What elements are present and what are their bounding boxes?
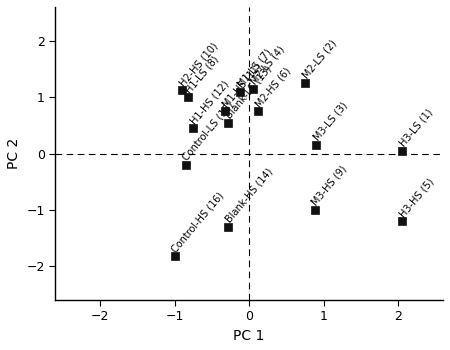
Text: M2-HS (6): M2-HS (6): [253, 65, 292, 109]
Text: M3-LS (3): M3-LS (3): [311, 101, 349, 143]
Text: H1-HS (12): H1-HS (12): [189, 78, 231, 126]
Y-axis label: PC 2: PC 2: [7, 138, 21, 169]
Text: M1-LS (7): M1-LS (7): [235, 47, 273, 89]
Text: H3-HS (5): H3-HS (5): [397, 176, 436, 219]
Text: M2-LS (2): M2-LS (2): [301, 38, 338, 81]
Text: M1-HS (11): M1-HS (11): [220, 61, 263, 109]
Text: H3-LS (1): H3-LS (1): [397, 107, 434, 148]
Text: Control-LS (15): Control-LS (15): [181, 100, 236, 162]
Text: H2-HS (10): H2-HS (10): [177, 41, 220, 88]
Text: M2-LS (4): M2-LS (4): [248, 44, 286, 86]
X-axis label: PC 1: PC 1: [234, 329, 265, 343]
Text: M3-HS (9): M3-HS (9): [310, 164, 349, 208]
Text: Control-HS (16): Control-HS (16): [170, 190, 226, 254]
Text: Blank-HS (14): Blank-HS (14): [224, 167, 274, 225]
Text: H1-LS (8): H1-LS (8): [183, 54, 220, 95]
Text: Blank-LS (13): Blank-LS (13): [224, 64, 274, 120]
